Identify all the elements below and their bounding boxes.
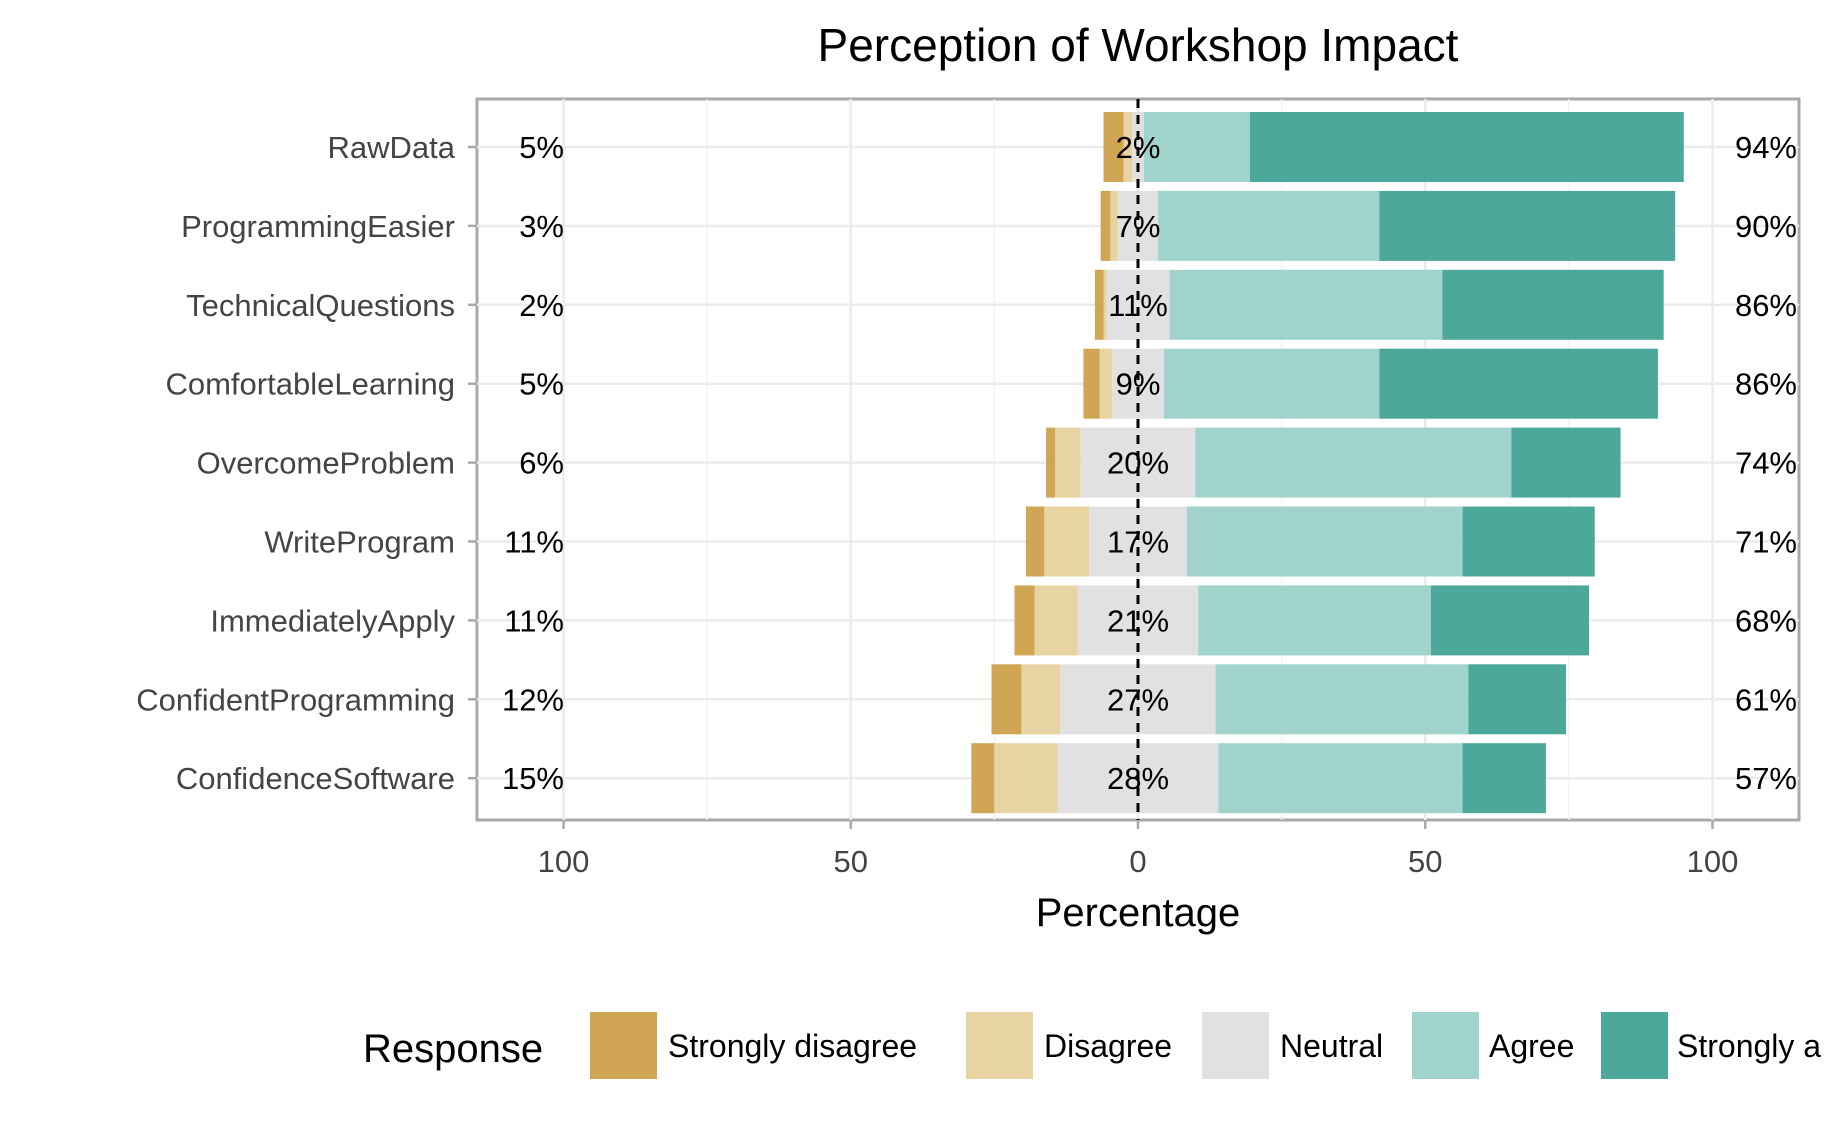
x-axis-ticks: 100 50 0 50 100 bbox=[538, 820, 1739, 879]
x-axis-title: Percentage bbox=[1036, 891, 1241, 935]
bar-disagree bbox=[994, 743, 1058, 814]
left-percent-label: 3% bbox=[519, 209, 564, 244]
right-percent-label: 90% bbox=[1735, 209, 1797, 244]
bar-agree bbox=[1186, 506, 1463, 577]
bar-strongly-disagree bbox=[1103, 112, 1124, 182]
right-percent-label: 71% bbox=[1735, 525, 1797, 560]
left-percent-label: 5% bbox=[519, 367, 564, 402]
bar-strongly-agree bbox=[1468, 664, 1567, 735]
center-percent-label: 2% bbox=[1116, 130, 1161, 165]
x-tick-label: 100 bbox=[538, 844, 590, 879]
center-percent-label: 7% bbox=[1116, 209, 1161, 244]
bar-strongly-agree bbox=[1462, 743, 1546, 814]
bar-strongly-disagree bbox=[1083, 348, 1100, 419]
left-percent-label: 11% bbox=[504, 525, 564, 560]
bar-strongly-disagree bbox=[1046, 427, 1056, 498]
bar-strongly-agree bbox=[1379, 348, 1658, 419]
legend-label: Strongly a bbox=[1677, 1028, 1821, 1064]
legend-key-strongly-agree bbox=[1601, 1012, 1668, 1079]
bar-strongly-agree bbox=[1462, 506, 1595, 577]
right-percent-label: 61% bbox=[1735, 682, 1797, 717]
bar-disagree bbox=[1103, 269, 1107, 340]
category-labels: RawData ProgrammingEasier TechnicalQuestio… bbox=[136, 130, 477, 796]
category-label: ProgrammingEasier bbox=[181, 209, 455, 244]
bar-strongly-disagree bbox=[971, 743, 995, 814]
bar-strongly-disagree bbox=[1100, 190, 1111, 261]
bar-strongly-disagree bbox=[1014, 585, 1035, 656]
bar-agree bbox=[1158, 190, 1380, 261]
bar-strongly-agree bbox=[1379, 190, 1676, 261]
center-percent-label: 21% bbox=[1107, 603, 1169, 638]
right-percent-label: 86% bbox=[1735, 288, 1797, 323]
category-label: RawData bbox=[328, 130, 456, 165]
bar-agree bbox=[1143, 112, 1251, 182]
bar-disagree bbox=[1123, 112, 1133, 182]
legend-label: Agree bbox=[1489, 1028, 1574, 1064]
right-percent-label: 74% bbox=[1735, 446, 1797, 481]
left-percent-label: 11% bbox=[504, 603, 564, 638]
percent-labels: 5% 2% 94% 3% 7% 90% 2% 11% 86% 5% 9% 86% 6% 20% 74% 11%… bbox=[502, 130, 1797, 796]
bar-agree bbox=[1218, 743, 1463, 814]
left-percent-label: 6% bbox=[519, 446, 564, 481]
bar-disagree bbox=[1099, 348, 1113, 419]
bar-disagree bbox=[1034, 585, 1078, 656]
category-label: TechnicalQuestions bbox=[186, 288, 455, 323]
center-percent-label: 11% bbox=[1108, 288, 1168, 323]
left-percent-label: 15% bbox=[502, 761, 564, 796]
bar-strongly-disagree bbox=[1094, 269, 1104, 340]
center-percent-label: 20% bbox=[1107, 446, 1169, 481]
category-label: ConfidentProgramming bbox=[136, 682, 455, 717]
center-percent-label: 17% bbox=[1107, 525, 1169, 560]
category-label: ImmediatelyApply bbox=[210, 603, 455, 638]
bar-strongly-disagree bbox=[1025, 506, 1045, 577]
bar-strongly-agree bbox=[1442, 269, 1664, 340]
x-tick-label: 50 bbox=[1408, 844, 1442, 879]
bar-agree bbox=[1215, 664, 1469, 735]
bar-disagree bbox=[1055, 427, 1081, 498]
bar-strongly-agree bbox=[1511, 427, 1621, 498]
x-tick-label: 50 bbox=[834, 844, 868, 879]
right-percent-label: 68% bbox=[1735, 603, 1797, 638]
bar-agree bbox=[1169, 269, 1443, 340]
category-label: WriteProgram bbox=[264, 525, 455, 560]
left-percent-label: 12% bbox=[502, 682, 564, 717]
bar-agree bbox=[1163, 348, 1380, 419]
x-tick-label: 0 bbox=[1129, 844, 1146, 879]
bar-disagree bbox=[1110, 190, 1118, 261]
right-percent-label: 94% bbox=[1735, 130, 1797, 165]
chart-title: Perception of Workshop Impact bbox=[818, 19, 1459, 71]
legend: Response Strongly disagree Disagree Neutra… bbox=[363, 1012, 1821, 1079]
category-label: OvercomeProblem bbox=[197, 446, 455, 481]
legend-key-disagree bbox=[966, 1012, 1033, 1079]
legend-label: Disagree bbox=[1044, 1028, 1172, 1064]
right-percent-label: 57% bbox=[1735, 761, 1797, 796]
legend-key-strongly-disagree bbox=[590, 1012, 657, 1079]
legend-title: Response bbox=[363, 1027, 543, 1071]
bar-strongly-agree bbox=[1430, 585, 1589, 656]
legend-key-neutral bbox=[1202, 1012, 1269, 1079]
bar-disagree bbox=[1021, 664, 1061, 735]
legend-label: Neutral bbox=[1280, 1028, 1383, 1064]
bar-strongly-agree bbox=[1250, 112, 1684, 182]
left-percent-label: 2% bbox=[519, 288, 564, 323]
right-percent-label: 86% bbox=[1735, 367, 1797, 402]
center-percent-label: 9% bbox=[1116, 367, 1161, 402]
center-percent-label: 28% bbox=[1107, 761, 1169, 796]
category-label: ComfortableLearning bbox=[165, 367, 455, 402]
bar-strongly-disagree bbox=[991, 664, 1022, 735]
legend-key-agree bbox=[1412, 1012, 1479, 1079]
category-label: ConfidenceSoftware bbox=[176, 761, 455, 796]
left-percent-label: 5% bbox=[519, 130, 564, 165]
center-percent-label: 27% bbox=[1107, 682, 1169, 717]
x-tick-label: 100 bbox=[1687, 844, 1739, 879]
bar-disagree bbox=[1044, 506, 1090, 577]
bar-agree bbox=[1195, 427, 1512, 498]
legend-label: Strongly disagree bbox=[668, 1028, 917, 1064]
bar-agree bbox=[1198, 585, 1431, 656]
